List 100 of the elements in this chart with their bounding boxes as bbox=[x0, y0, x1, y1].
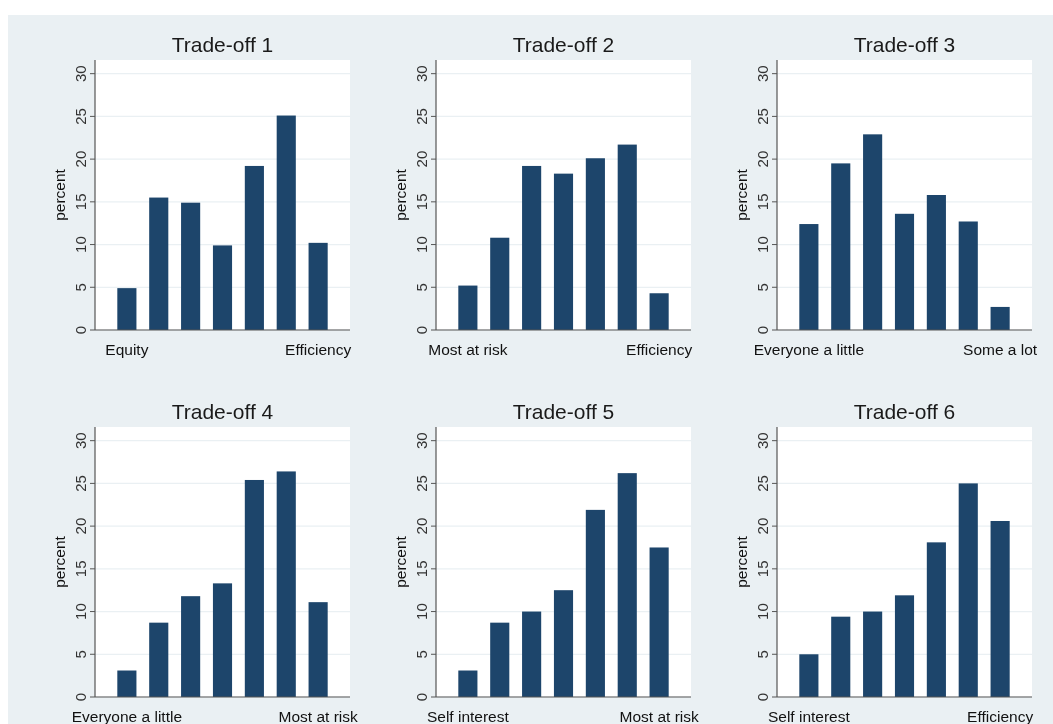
bar bbox=[799, 654, 819, 697]
x-tick-label: Self interest bbox=[426, 708, 510, 724]
y-tick-label: 5 bbox=[754, 650, 771, 659]
bar bbox=[990, 520, 1010, 697]
bar bbox=[990, 306, 1010, 330]
y-tick-label: 15 bbox=[413, 560, 430, 578]
chart-title: Trade-off 2 bbox=[512, 33, 615, 56]
bar bbox=[181, 596, 201, 697]
y-tick-label: 10 bbox=[72, 236, 89, 253]
bar bbox=[522, 165, 542, 330]
bar bbox=[308, 602, 328, 697]
y-tick-label: 5 bbox=[413, 650, 430, 659]
y-tick-label: 10 bbox=[754, 603, 771, 620]
bar bbox=[649, 547, 669, 697]
y-tick-label: 0 bbox=[413, 325, 430, 335]
y-axis-title: percent bbox=[733, 535, 750, 588]
x-tick-label: Efficiency bbox=[626, 341, 693, 358]
y-tick-label: 0 bbox=[413, 692, 430, 702]
x-tick-label: Most at risk bbox=[619, 708, 699, 724]
y-tick-label: 25 bbox=[413, 108, 430, 125]
y-tick-label: 20 bbox=[413, 517, 430, 535]
bar bbox=[212, 583, 233, 697]
x-tick-label: Most at risk bbox=[278, 708, 358, 724]
bar bbox=[117, 670, 137, 697]
y-tick-label: 15 bbox=[754, 560, 771, 578]
y-tick-label: 25 bbox=[413, 475, 430, 492]
y-tick-label: 20 bbox=[72, 150, 89, 168]
y-tick-label: 15 bbox=[413, 193, 430, 211]
bar bbox=[831, 616, 851, 697]
bar bbox=[149, 197, 169, 330]
y-tick-label: 20 bbox=[413, 150, 430, 168]
y-tick-label: 20 bbox=[754, 150, 771, 168]
bar bbox=[276, 115, 296, 330]
bar bbox=[553, 590, 574, 697]
y-tick-label: 25 bbox=[72, 108, 89, 125]
y-tick-label: 5 bbox=[72, 283, 89, 292]
bar bbox=[926, 542, 946, 697]
y-tick-label: 30 bbox=[754, 432, 771, 450]
bar bbox=[522, 611, 542, 697]
y-tick-label: 5 bbox=[754, 283, 771, 292]
y-tick-label: 30 bbox=[72, 65, 89, 83]
y-axis-title: percent bbox=[392, 535, 409, 588]
y-tick-label: 25 bbox=[754, 108, 771, 125]
chart-title: Trade-off 5 bbox=[512, 400, 615, 423]
y-axis-title: percent bbox=[733, 168, 750, 221]
bar bbox=[863, 134, 883, 330]
y-tick-label: 0 bbox=[754, 325, 771, 335]
bar bbox=[490, 237, 510, 330]
y-tick-label: 15 bbox=[754, 193, 771, 211]
bar bbox=[863, 611, 883, 697]
bar bbox=[649, 293, 669, 330]
bar bbox=[585, 509, 605, 697]
y-tick-label: 5 bbox=[413, 283, 430, 292]
bar bbox=[244, 165, 264, 330]
y-tick-label: 15 bbox=[72, 193, 89, 211]
y-tick-label: 20 bbox=[754, 517, 771, 535]
bar bbox=[244, 479, 264, 697]
bar bbox=[617, 473, 637, 697]
bar bbox=[458, 285, 478, 330]
y-tick-label: 0 bbox=[72, 325, 89, 335]
x-tick-label: Most at risk bbox=[428, 341, 508, 358]
bar bbox=[553, 173, 574, 330]
bar bbox=[181, 202, 201, 330]
bar bbox=[958, 483, 978, 697]
y-tick-label: 30 bbox=[72, 432, 89, 450]
bar bbox=[894, 213, 915, 330]
y-tick-label: 30 bbox=[754, 65, 771, 83]
y-tick-label: 20 bbox=[72, 517, 89, 535]
y-axis-title: percent bbox=[392, 168, 409, 221]
x-tick-label: Equity bbox=[105, 341, 149, 358]
bar bbox=[117, 288, 137, 330]
y-tick-label: 30 bbox=[413, 432, 430, 450]
bar bbox=[926, 195, 946, 330]
chart-title: Trade-off 1 bbox=[171, 33, 274, 56]
x-tick-label: Efficiency bbox=[285, 341, 352, 358]
x-tick-label: Self interest bbox=[767, 708, 851, 724]
bar bbox=[276, 471, 296, 697]
chart-title: Trade-off 3 bbox=[853, 33, 956, 56]
y-tick-label: 10 bbox=[754, 236, 771, 253]
bar bbox=[458, 670, 478, 697]
chart-title: Trade-off 6 bbox=[853, 400, 956, 423]
y-tick-label: 15 bbox=[72, 560, 89, 578]
y-tick-label: 10 bbox=[72, 603, 89, 620]
y-tick-label: 10 bbox=[413, 603, 430, 620]
bar bbox=[585, 158, 605, 330]
bar bbox=[308, 242, 328, 330]
bar bbox=[617, 144, 637, 330]
y-tick-label: 25 bbox=[754, 475, 771, 492]
x-tick-label: Some a lot bbox=[963, 341, 1038, 358]
bar bbox=[799, 224, 819, 330]
chart-title: Trade-off 4 bbox=[171, 400, 274, 423]
y-tick-label: 0 bbox=[754, 692, 771, 702]
y-tick-label: 5 bbox=[72, 650, 89, 659]
y-tick-label: 10 bbox=[413, 236, 430, 253]
bar bbox=[894, 595, 915, 697]
y-tick-label: 25 bbox=[72, 475, 89, 492]
y-axis-title: percent bbox=[51, 535, 68, 588]
y-tick-label: 30 bbox=[413, 65, 430, 83]
bar bbox=[149, 622, 169, 697]
bar bbox=[490, 622, 510, 697]
